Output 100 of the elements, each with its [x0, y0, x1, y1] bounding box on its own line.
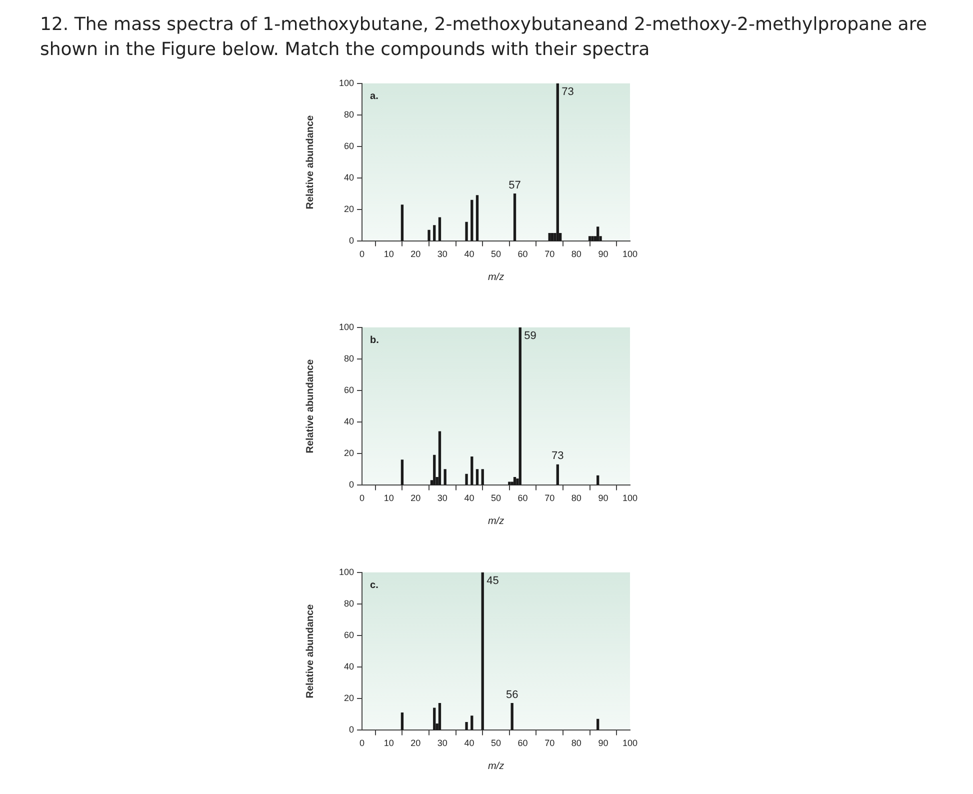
- bar: [438, 217, 442, 242]
- x-tick-label: 100: [622, 738, 638, 748]
- x-tick-label: 60: [518, 249, 528, 260]
- x-tick-label: 50: [491, 493, 502, 504]
- bar: [433, 225, 436, 242]
- annotation: a.: [370, 91, 379, 102]
- x-tick-label: 0: [360, 493, 365, 504]
- bar: [465, 474, 468, 486]
- bar: [508, 482, 511, 486]
- bar: [400, 712, 404, 730]
- bar: [438, 703, 442, 730]
- bar: [400, 460, 404, 486]
- x-tick-label: 50: [491, 249, 502, 260]
- x-axis-title: m/z: [488, 272, 504, 283]
- x-tick-label: 0: [360, 249, 365, 260]
- y-tick-label: 40: [344, 172, 354, 183]
- x-tick-label: 50: [491, 738, 502, 748]
- bar: [596, 475, 600, 486]
- x-axis-title: m/z: [488, 760, 504, 772]
- x-tick-label: 40: [464, 738, 474, 748]
- bar: [470, 716, 474, 730]
- chart-title: 12. The mass spectra of 1-methoxybutane, 2-methoxybutaneand 2-methoxy-2-methylpropane are shown in the Figure below. Match the compounds with their spectra: [40, 13, 928, 62]
- x-tick-label: 10: [384, 249, 394, 260]
- x-tick-label: 30: [437, 738, 448, 748]
- x-tick-label: 90: [598, 738, 608, 748]
- y-tick-label: 20: [344, 448, 354, 458]
- bar: [596, 226, 600, 242]
- x-tick-label: 20: [410, 738, 421, 748]
- x-tick-label: 20: [410, 493, 421, 504]
- bar: [428, 230, 430, 242]
- bar: [556, 83, 559, 242]
- y-tick-label: 0: [349, 480, 354, 490]
- y-tick-label: 20: [344, 204, 354, 214]
- y-tick-label: 20: [344, 693, 354, 704]
- annotation: 45: [486, 574, 499, 587]
- bar: [513, 194, 516, 242]
- y-axis-title: Relative abundance: [304, 358, 316, 454]
- y-tick-label: 100: [338, 566, 354, 577]
- bar: [591, 236, 594, 242]
- bar: [400, 204, 404, 242]
- x-tick-label: 0: [360, 738, 365, 748]
- y-tick-label: 0: [349, 236, 354, 246]
- x-tick-label: 40: [464, 493, 474, 504]
- x-tick-label: 10: [384, 738, 394, 748]
- bar: [465, 222, 468, 242]
- bar: [588, 236, 592, 242]
- x-tick-label: 70: [544, 493, 555, 504]
- y-tick-label: 80: [344, 598, 354, 608]
- bar: [481, 572, 484, 730]
- y-tick-label: 80: [344, 109, 354, 120]
- bar: [476, 469, 479, 486]
- annotation: 73: [562, 86, 574, 98]
- bar: [444, 469, 446, 486]
- x-tick-label: 30: [437, 249, 448, 260]
- bar: [470, 456, 474, 486]
- y-tick-label: 80: [344, 353, 354, 364]
- x-tick-label: 60: [518, 738, 528, 748]
- x-tick-label: 20: [410, 249, 421, 260]
- bar: [548, 232, 551, 242]
- x-tick-label: 10: [384, 493, 394, 504]
- bar: [433, 708, 436, 730]
- bar: [510, 703, 514, 730]
- bar: [433, 454, 436, 486]
- annotation: c.: [370, 580, 379, 592]
- y-axis-title: Relative abundance: [304, 114, 316, 210]
- x-tick-label: 90: [598, 493, 608, 504]
- x-tick-label: 60: [518, 493, 528, 504]
- bar: [465, 722, 468, 730]
- y-tick-label: 60: [344, 630, 354, 640]
- x-tick-label: 80: [571, 249, 582, 260]
- x-tick-label: 40: [464, 249, 474, 260]
- x-tick-label: 100: [622, 249, 638, 260]
- y-tick-label: 100: [338, 78, 354, 88]
- y-tick-label: 100: [338, 322, 354, 332]
- bar: [550, 232, 554, 242]
- bar: [518, 327, 522, 486]
- annotation: 73: [552, 450, 564, 462]
- bar: [596, 718, 600, 730]
- x-tick-label: 100: [622, 493, 638, 504]
- bar: [438, 431, 442, 486]
- bar: [481, 469, 484, 486]
- x-tick-label: 70: [544, 738, 555, 748]
- bar: [470, 200, 474, 242]
- x-tick-label: 70: [544, 249, 555, 260]
- y-tick-label: 40: [344, 416, 354, 427]
- x-tick-label: 90: [598, 249, 608, 260]
- y-tick-label: 60: [344, 385, 354, 396]
- x-tick-label: 80: [571, 493, 582, 504]
- x-tick-label: 80: [571, 738, 582, 748]
- bar: [556, 464, 559, 486]
- y-axis-title: Relative abundance: [304, 604, 316, 698]
- x-axis-title: m/z: [488, 516, 504, 527]
- bar: [513, 476, 516, 486]
- y-tick-label: 40: [344, 662, 354, 672]
- annotation: 56: [506, 688, 518, 701]
- annotation: b.: [370, 335, 380, 346]
- y-tick-label: 60: [344, 141, 354, 152]
- annotation: 57: [508, 179, 521, 192]
- y-tick-label: 0: [349, 724, 354, 735]
- bar: [476, 195, 479, 242]
